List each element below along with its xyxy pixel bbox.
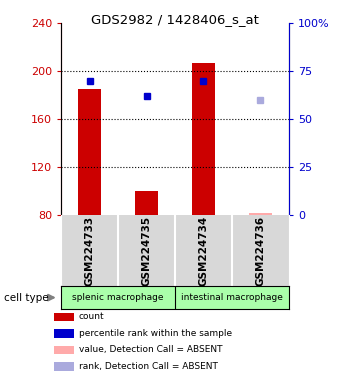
Text: value, Detection Call = ABSENT: value, Detection Call = ABSENT (79, 345, 222, 354)
Text: GSM224736: GSM224736 (255, 215, 265, 286)
Text: intestinal macrophage: intestinal macrophage (181, 293, 283, 302)
Text: cell type: cell type (4, 293, 48, 303)
Text: GSM224733: GSM224733 (85, 215, 95, 286)
Bar (192, 63, 215, 215)
Text: GDS2982 / 1428406_s_at: GDS2982 / 1428406_s_at (91, 13, 259, 26)
Bar (249, 213, 272, 215)
Text: splenic macrophage: splenic macrophage (72, 293, 164, 302)
Text: rank, Detection Call = ABSENT: rank, Detection Call = ABSENT (79, 362, 218, 371)
Text: GSM224735: GSM224735 (141, 215, 152, 286)
Bar (135, 191, 158, 215)
Text: percentile rank within the sample: percentile rank within the sample (79, 329, 232, 338)
Text: count: count (79, 312, 104, 321)
Text: GSM224734: GSM224734 (198, 215, 209, 286)
Bar (78, 89, 101, 215)
